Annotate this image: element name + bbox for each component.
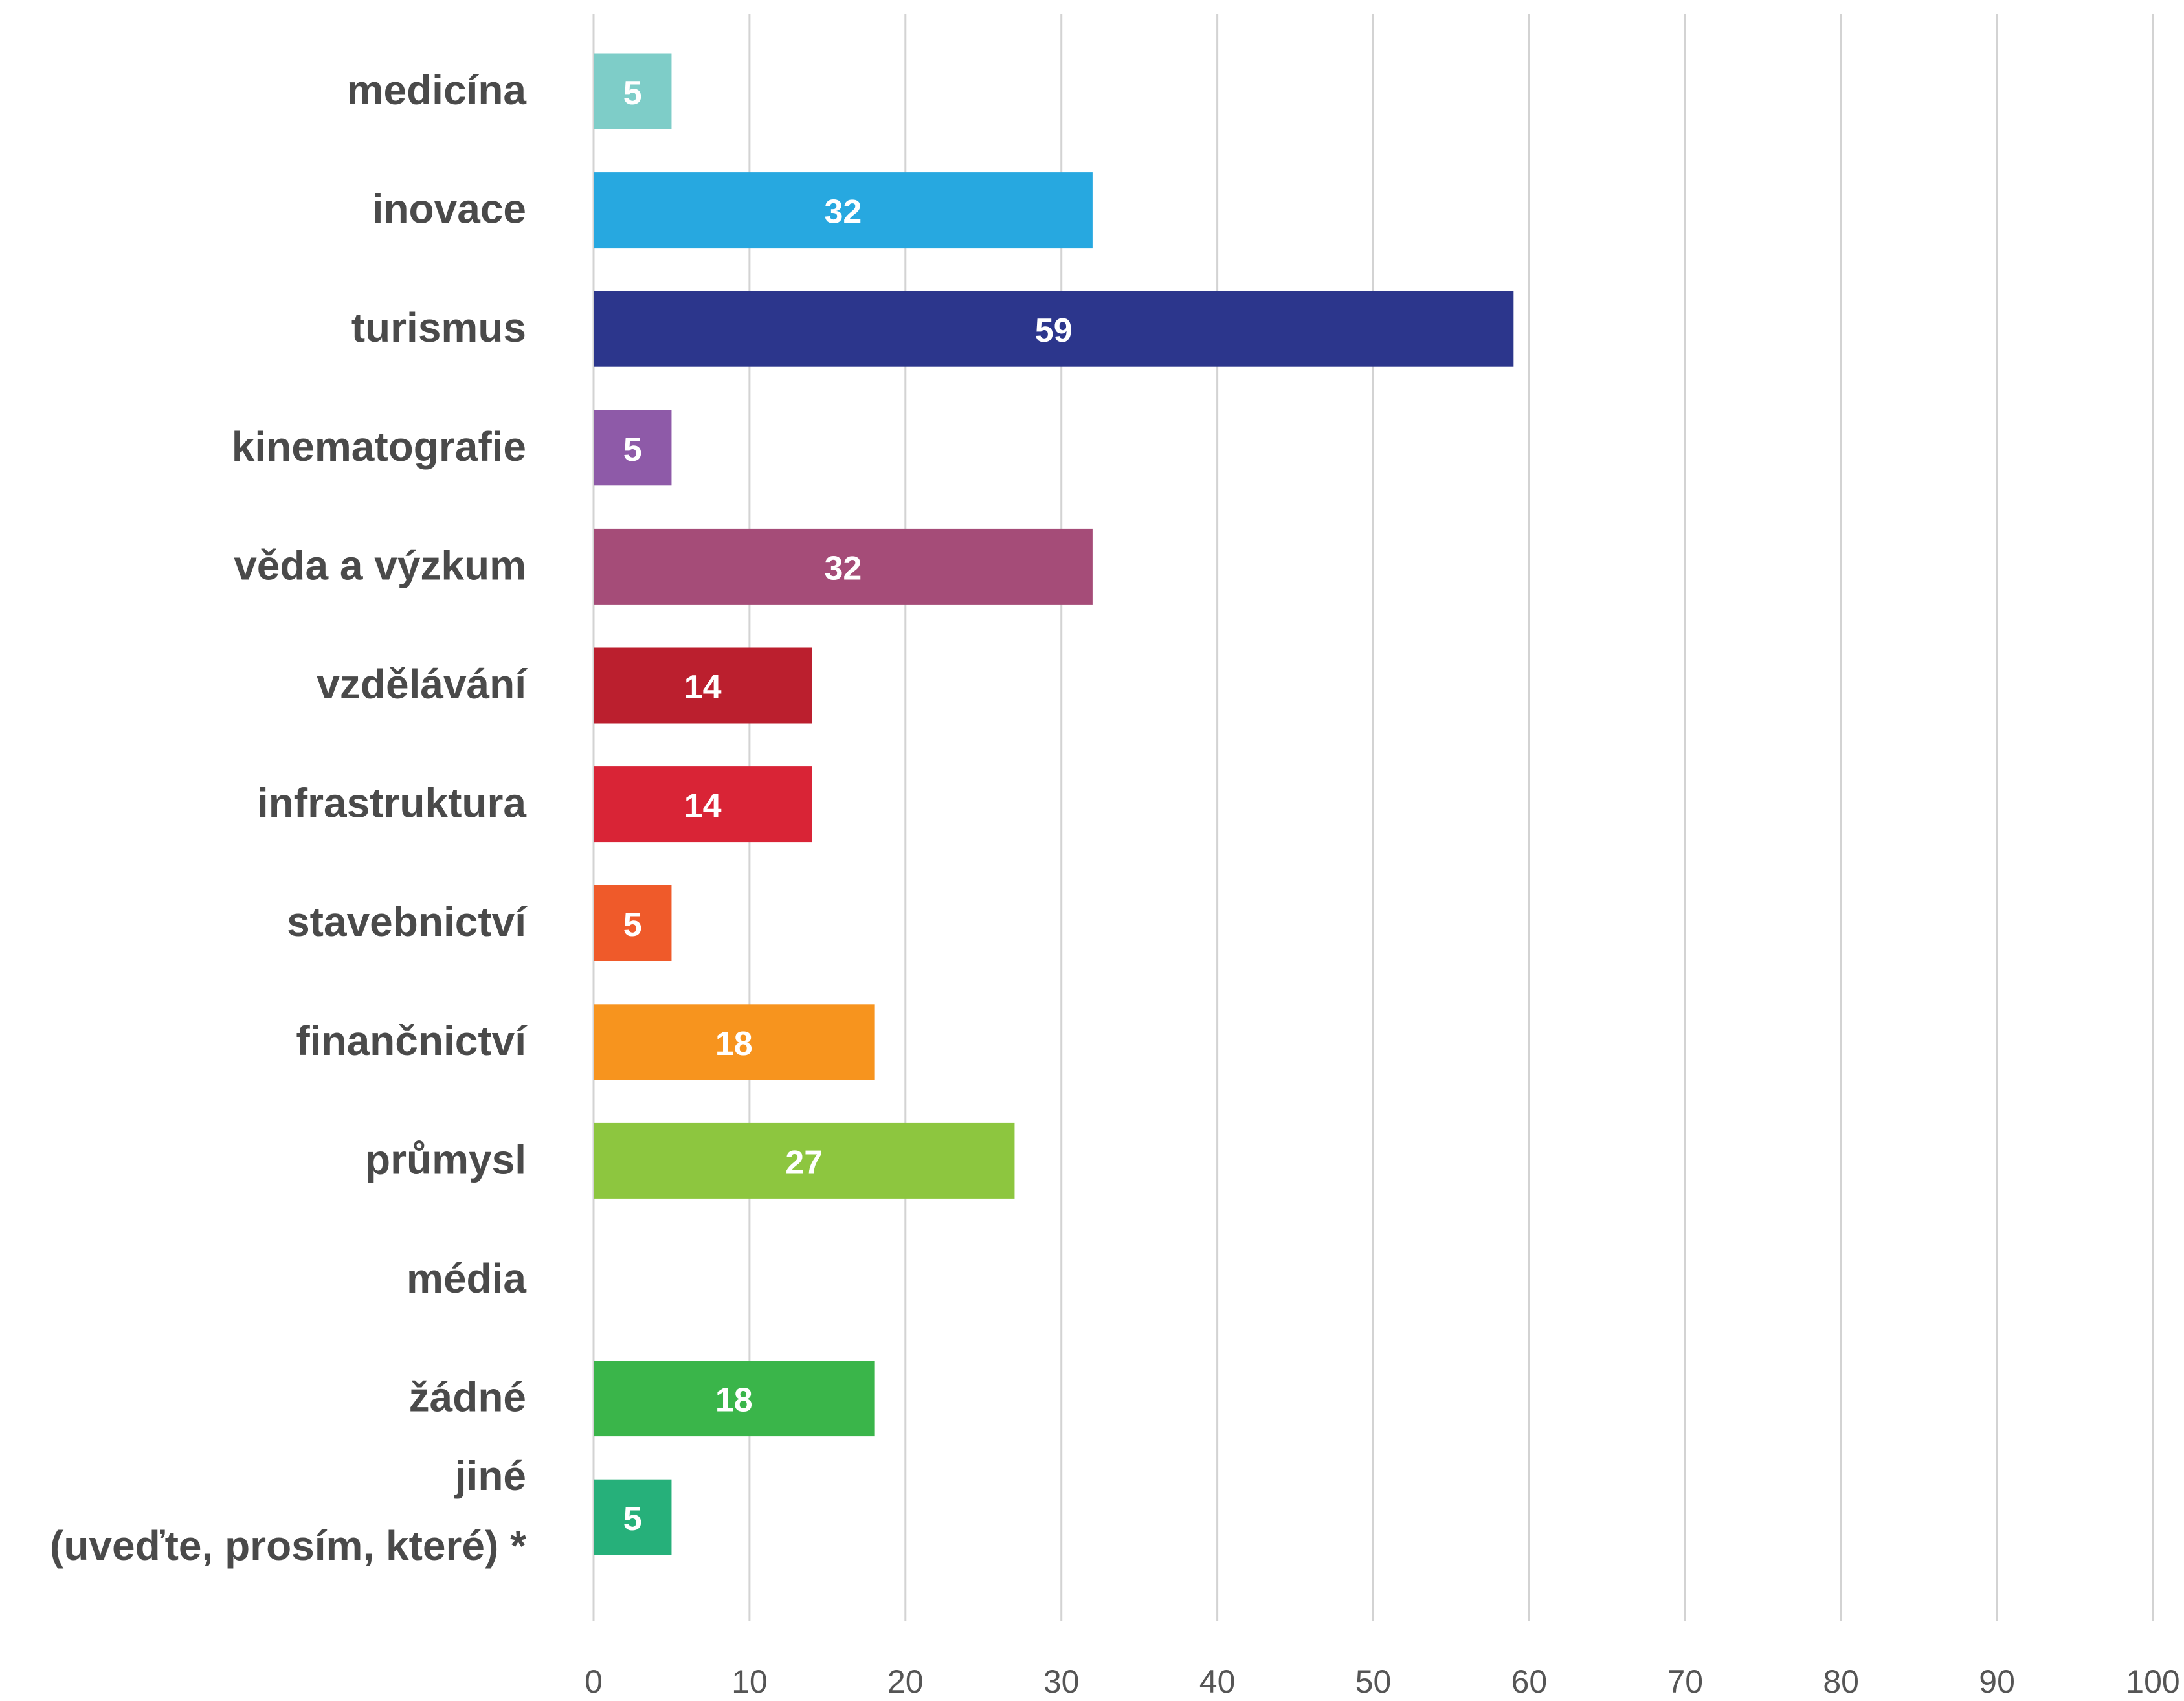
bar-1 xyxy=(594,172,1093,249)
bar-11 xyxy=(594,1361,875,1437)
category-label-layer: medicína inovace turismus kinematografie věd… xyxy=(50,67,528,1569)
x-tick-label-30: 30 xyxy=(1043,1663,1080,1698)
bar-value-label-8: 18 xyxy=(715,1025,753,1063)
category-label-0: medicína xyxy=(347,67,527,113)
x-tick-label-70: 70 xyxy=(1667,1663,1703,1698)
bar-value-label-2: 59 xyxy=(1035,312,1073,350)
category-label-7: stavebnictví xyxy=(287,898,528,945)
x-tick-label-100: 100 xyxy=(2126,1663,2179,1698)
bar-value-label-6: 14 xyxy=(684,788,722,825)
x-tick-label-80: 80 xyxy=(1823,1663,1859,1698)
tick-label-layer: 0 10 20 30 40 50 60 70 80 90 100 xyxy=(585,1663,2180,1700)
category-label-12-line-0: jiné xyxy=(454,1452,526,1499)
x-tick-label-40: 40 xyxy=(1199,1663,1236,1698)
bar-9 xyxy=(594,1122,1015,1199)
bar-7 xyxy=(594,885,672,961)
bar-0 xyxy=(594,53,672,129)
bar-value-label-1: 32 xyxy=(825,194,862,231)
x-tick-label-50: 50 xyxy=(1355,1663,1392,1698)
category-label-10: média xyxy=(407,1255,526,1302)
bar-2 xyxy=(594,291,1514,367)
bar-value-label-5: 14 xyxy=(684,669,722,706)
bar-layer: 5 32 59 5 32 14 14 5 18 27 18 5 xyxy=(594,53,1514,1555)
bar-5 xyxy=(594,647,812,724)
x-tick-label-60: 60 xyxy=(1511,1663,1548,1698)
category-label-2: turismus xyxy=(351,304,526,351)
category-label-9: průmysl xyxy=(365,1136,526,1183)
category-label-3: kinematografie xyxy=(232,423,526,470)
bar-value-label-0: 5 xyxy=(623,74,642,112)
bar-4 xyxy=(594,528,1093,605)
bar-value-label-9: 27 xyxy=(785,1144,823,1181)
bar-value-label-3: 5 xyxy=(623,431,642,469)
bar-value-label-12: 5 xyxy=(623,1500,642,1538)
category-label-5: vzdělávání xyxy=(317,661,528,707)
category-label-8: finančnictví xyxy=(296,1017,528,1064)
x-tick-label-90: 90 xyxy=(1979,1663,2015,1698)
category-label-6: infrastruktura xyxy=(257,780,527,827)
x-tick-label-20: 20 xyxy=(887,1663,924,1698)
bar-value-label-11: 18 xyxy=(715,1382,753,1419)
x-tick-label-0: 0 xyxy=(585,1663,603,1698)
x-tick-label-10: 10 xyxy=(731,1663,768,1698)
bar-value-label-4: 32 xyxy=(825,550,862,587)
bar-value-label-7: 5 xyxy=(623,906,642,944)
bar-8 xyxy=(594,1004,875,1080)
category-label-11: žádné xyxy=(409,1374,526,1421)
category-label-4: věda a výzkum xyxy=(234,542,526,588)
category-label-12-line-1: (uveďte, prosím, které) * xyxy=(50,1522,526,1569)
category-label-1: inovace xyxy=(372,186,526,232)
bar-12 xyxy=(594,1479,672,1555)
bar-6 xyxy=(594,766,812,843)
grid-layer xyxy=(592,14,2154,1621)
bar-3 xyxy=(594,410,672,486)
